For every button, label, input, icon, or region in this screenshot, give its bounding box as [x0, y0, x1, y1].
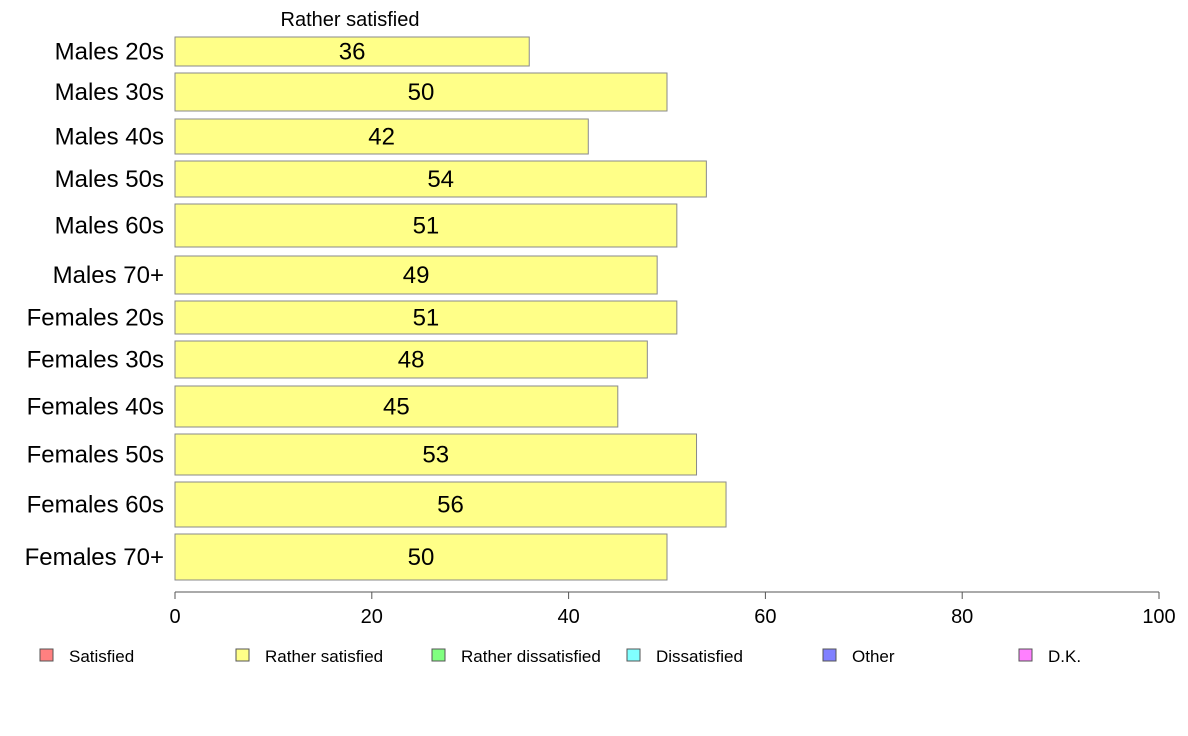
- legend: Satisfied Rather satisfied Rather dissatis…: [39, 647, 1081, 666]
- bar: [174, 481, 727, 528]
- data-label: 50: [408, 79, 435, 106]
- legend-label: Satisfied: [69, 647, 134, 666]
- bar: [174, 433, 698, 476]
- legend-swatch: [1018, 648, 1033, 662]
- bars-group: Males 20s 36 Males 30s 50 Males 40s 42 Males 5…: [25, 36, 727, 581]
- bar: [174, 203, 678, 248]
- data-label: 51: [413, 305, 440, 332]
- x-axis: 0 20 40 60 80 100: [169, 591, 1176, 628]
- category-label: Females 50s: [27, 442, 164, 469]
- tick-label: 80: [951, 606, 973, 628]
- category-label: Females 70+: [25, 544, 164, 571]
- category-label: Males 20s: [55, 39, 164, 66]
- data-label: 49: [403, 262, 430, 289]
- category-label: Males 70+: [53, 262, 164, 289]
- legend-swatch: [626, 648, 641, 662]
- category-label: Males 40s: [55, 124, 164, 151]
- data-label: 48: [398, 347, 425, 374]
- legend-label: Other: [852, 647, 895, 666]
- data-label: 50: [408, 544, 435, 571]
- data-label: 53: [422, 442, 449, 469]
- bar: [174, 255, 658, 295]
- bar: [174, 118, 589, 155]
- category-label: Females 30s: [27, 347, 164, 374]
- legend-label: Rather dissatisfied: [461, 647, 601, 666]
- legend-swatch: [822, 648, 837, 662]
- legend-swatch: [235, 648, 250, 662]
- category-label: Females 40s: [27, 394, 164, 421]
- tick-label: 0: [169, 606, 180, 628]
- bar: [174, 385, 619, 428]
- category-label: Males 30s: [55, 79, 164, 106]
- data-label: 45: [383, 394, 410, 421]
- tick-label: 40: [557, 606, 579, 628]
- bar: [174, 160, 707, 198]
- bar: [174, 36, 530, 67]
- bar: [174, 300, 678, 335]
- column-header: Rather satisfied: [281, 9, 420, 31]
- legend-label: D.K.: [1048, 647, 1081, 666]
- tick-label: 20: [361, 606, 383, 628]
- data-label: 56: [437, 492, 464, 519]
- data-label: 54: [427, 166, 454, 193]
- tick-label: 100: [1142, 606, 1175, 628]
- bar: [174, 340, 648, 379]
- legend-label: Rather satisfied: [265, 647, 383, 666]
- category-label: Males 50s: [55, 166, 164, 193]
- legend-swatch: [431, 648, 446, 662]
- category-label: Males 60s: [55, 213, 164, 240]
- legend-swatch: [39, 648, 54, 662]
- data-label: 42: [368, 124, 395, 151]
- category-label: Females 60s: [27, 492, 164, 519]
- category-label: Females 20s: [27, 305, 164, 332]
- data-label: 51: [413, 213, 440, 240]
- bar: [174, 533, 668, 581]
- bar: [174, 72, 668, 112]
- data-label: 36: [339, 39, 366, 66]
- legend-label: Dissatisfied: [656, 647, 743, 666]
- tick-label: 60: [754, 606, 776, 628]
